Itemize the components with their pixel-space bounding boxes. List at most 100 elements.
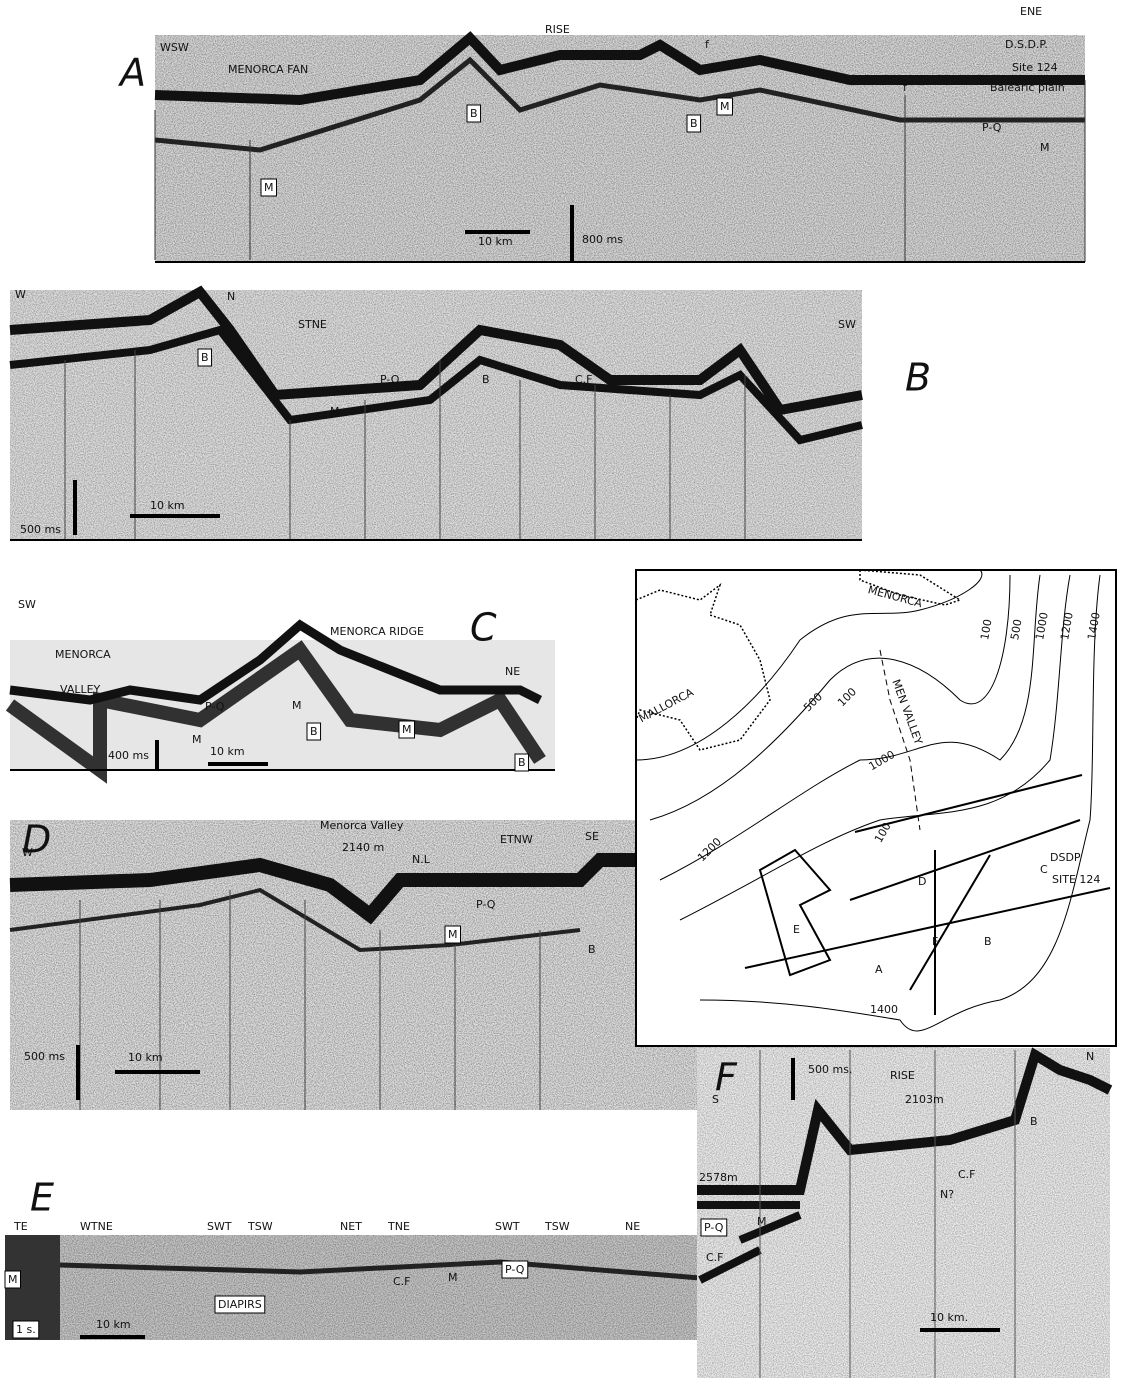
panel-letter: A [117,51,146,95]
label: WTNE [80,1220,113,1233]
label: SITE 124 [1052,873,1100,886]
label-box [686,114,702,133]
label: 100 [978,618,994,641]
label: SWT [495,1220,520,1233]
label-box [700,1218,728,1237]
label: M [292,699,302,712]
panel-letter: D [22,818,51,862]
label: P-Q [205,700,225,713]
label: MENORCA FAN [228,63,308,76]
label: 2140 m [342,841,384,854]
label: B [984,935,992,948]
label: M [8,1273,18,1286]
label: WSW [160,41,189,54]
panel-f-image [697,1047,1113,1378]
label-box [398,720,415,739]
label: M [720,100,730,113]
label: N? [940,1188,954,1201]
label: 10 km [478,235,513,248]
label: B [470,107,478,120]
label: E [793,923,800,936]
label: SWT [207,1220,232,1233]
label: M [402,723,412,736]
label: 500 ms [20,523,61,536]
label: 1 s. [16,1323,36,1336]
panel-letter: E [30,1176,54,1220]
label: NE [625,1220,640,1233]
label: M [192,733,202,746]
label: C [1040,863,1048,876]
panel-letter: F [715,1056,738,1100]
label: N [1086,1050,1094,1063]
label: 400 ms [108,749,149,762]
label: NE [505,665,520,678]
label: 10 km [128,1051,163,1064]
label: W [22,846,33,859]
label: 500 ms. [808,1063,852,1076]
label: S [712,1093,719,1106]
label: E [190,290,197,303]
label: NET [340,1220,362,1233]
label: P-Q [704,1221,724,1234]
label: C.F [393,1275,411,1288]
label: P-Q [380,373,400,386]
label: B [1030,1115,1038,1128]
label: STNE [298,318,327,331]
label: 10 km. [930,1311,968,1324]
label: 1000 [1033,611,1051,641]
label: B [588,943,596,956]
label: C.F [706,1251,724,1264]
label: RISE [545,23,570,36]
label: M [330,405,340,418]
label: B [201,351,209,364]
label: W [15,288,26,301]
label: P-Q [505,1263,525,1276]
label: D [918,875,926,888]
label: D.S.D.P. [1005,38,1048,51]
label: M [448,928,458,941]
label: MENORCA [55,648,111,661]
map [635,569,1117,1047]
label: 2578m [699,1171,738,1184]
panel-c-image [5,619,555,784]
label: TNE [387,1220,410,1233]
label: TE [13,1220,28,1233]
label-box [716,97,733,116]
label: Menorca Valley [320,819,404,832]
label-box [501,1260,529,1279]
label: DIAPIRS [218,1298,262,1311]
label: ENE [1020,5,1042,18]
label-box [260,178,277,197]
label: B [482,373,490,386]
label: A [875,963,883,976]
label: 10 km [150,499,185,512]
label: M [448,1271,458,1284]
panel-b-image [9,285,863,541]
label: f [705,38,710,51]
label-box [306,722,322,741]
label: M [264,181,274,194]
label: F [932,935,938,948]
label: ETNW [500,833,533,846]
label: M [1040,141,1050,154]
label: 800 ms [582,233,623,246]
label: 500 ms [24,1050,65,1063]
label: 1200 [1058,611,1076,641]
label-box [4,1270,21,1289]
label: SE [585,830,599,843]
label: SW [18,598,36,611]
label: B [310,725,318,738]
label: TSW [544,1220,570,1233]
label: B [690,117,698,130]
label-box [444,925,461,944]
label: 2103m [905,1093,944,1106]
label: f [903,81,908,94]
label: B [518,756,526,769]
label: RISE [890,1069,915,1082]
label: C.F [958,1168,976,1181]
label: MENORCA RIDGE [330,625,424,638]
label-box [12,1320,40,1339]
panel-letter: B [905,356,931,400]
label-box [514,753,530,772]
